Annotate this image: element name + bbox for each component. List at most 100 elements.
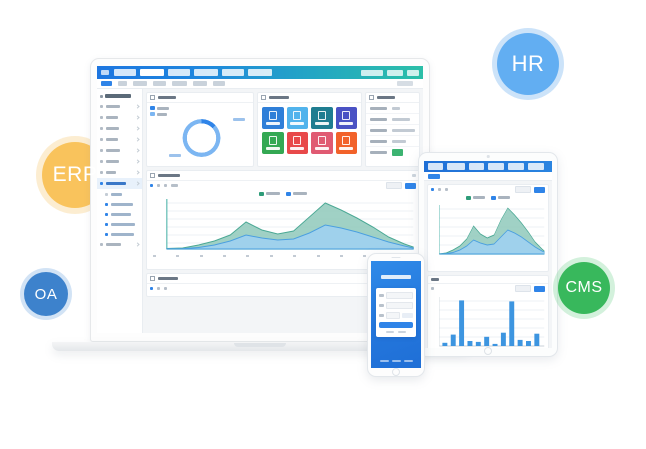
nav-item-4[interactable] bbox=[222, 69, 244, 76]
sidebar-item-5[interactable] bbox=[97, 156, 142, 167]
sidebar bbox=[97, 89, 143, 333]
x-tick bbox=[246, 255, 250, 257]
chart-query-button[interactable] bbox=[405, 182, 416, 189]
captcha-label bbox=[379, 314, 384, 317]
chevron-right-icon bbox=[105, 192, 108, 196]
sidebar-subitem-3[interactable] bbox=[97, 229, 142, 239]
shortcut-tile-3[interactable] bbox=[335, 107, 357, 129]
sidebar-item-3[interactable] bbox=[97, 134, 142, 145]
password-input[interactable] bbox=[386, 302, 413, 309]
login-link-1[interactable] bbox=[398, 331, 406, 333]
nav-item-3[interactable] bbox=[194, 69, 218, 76]
captcha-image[interactable] bbox=[402, 313, 413, 318]
chevron-right-icon bbox=[135, 104, 140, 109]
sidebar-item-1[interactable] bbox=[97, 112, 142, 123]
tablet-nav-item-4[interactable] bbox=[508, 163, 524, 170]
shortcut-tile-5[interactable] bbox=[286, 132, 308, 154]
chart-tool-0[interactable] bbox=[150, 287, 153, 290]
tab-5[interactable] bbox=[193, 81, 207, 86]
tablet-query-button[interactable] bbox=[534, 186, 545, 193]
shortcut-tile-7[interactable] bbox=[335, 132, 357, 154]
sidebar-subitem-0[interactable] bbox=[97, 199, 142, 209]
tab-4[interactable] bbox=[172, 81, 187, 86]
chart-tool-2[interactable] bbox=[164, 287, 167, 290]
username-input[interactable] bbox=[386, 292, 413, 299]
sidebar-subitem-0-icon bbox=[105, 202, 108, 206]
tab-2[interactable] bbox=[133, 81, 147, 86]
shortcut-tile-6[interactable] bbox=[311, 132, 333, 154]
tablet-nav-item-5[interactable] bbox=[527, 163, 544, 170]
nav-item-0[interactable] bbox=[114, 69, 136, 76]
donut-legend-item-0 bbox=[150, 106, 250, 110]
login-link-0[interactable] bbox=[386, 331, 394, 333]
tablet-nav-item-2[interactable] bbox=[468, 163, 484, 170]
tab-1[interactable] bbox=[118, 81, 127, 86]
tab-overflow-button[interactable] bbox=[397, 81, 413, 86]
detail-row-2-value bbox=[392, 128, 415, 132]
phone-speaker-icon bbox=[391, 256, 401, 258]
nav-item-2[interactable] bbox=[168, 69, 190, 76]
tab-3[interactable] bbox=[153, 81, 166, 86]
chart-tool-1[interactable] bbox=[157, 287, 160, 290]
nav-item-1[interactable] bbox=[140, 69, 164, 76]
chart-tool-2[interactable] bbox=[164, 184, 167, 187]
chart-tool-0[interactable] bbox=[431, 188, 434, 191]
sidebar-item-0[interactable] bbox=[97, 101, 142, 112]
shortcut-tile-1[interactable] bbox=[286, 107, 308, 129]
chevron-right-icon bbox=[135, 126, 140, 131]
phone-home-button[interactable] bbox=[392, 367, 400, 376]
area-series-1 bbox=[166, 224, 414, 250]
login-card bbox=[376, 288, 416, 337]
status-badge bbox=[392, 149, 403, 156]
chart-tool-0[interactable] bbox=[431, 287, 434, 290]
chart-range-select[interactable] bbox=[386, 182, 402, 189]
shortcut-tile-4[interactable] bbox=[262, 132, 284, 154]
sidebar-subitem-2-icon bbox=[105, 222, 108, 226]
x-tick bbox=[223, 255, 227, 257]
nav-item-5[interactable] bbox=[248, 69, 272, 76]
tablet-tab-0[interactable] bbox=[428, 173, 440, 179]
area-chart-title bbox=[158, 173, 180, 178]
captcha-input[interactable] bbox=[386, 312, 400, 319]
chart-tool-3[interactable] bbox=[171, 184, 178, 187]
phone-screen bbox=[371, 261, 421, 368]
sidebar-subitem-1[interactable] bbox=[97, 209, 142, 219]
nav-logout-button[interactable] bbox=[407, 69, 419, 76]
sidebar-item-2-label bbox=[106, 127, 119, 130]
sidebar-subgroup-header[interactable] bbox=[97, 189, 142, 199]
shortcut-tile-2[interactable] bbox=[311, 107, 333, 129]
login-submit-button[interactable] bbox=[379, 322, 413, 328]
tab-6[interactable] bbox=[213, 81, 225, 86]
legend-swatch bbox=[150, 112, 155, 116]
tablet-nav-item-3[interactable] bbox=[487, 163, 505, 170]
sidebar-item-4[interactable] bbox=[97, 145, 142, 156]
tab-0[interactable] bbox=[101, 81, 112, 86]
chart-tool-2[interactable] bbox=[445, 188, 448, 191]
tablet-bar-series bbox=[442, 300, 540, 346]
chart-tool-0[interactable] bbox=[150, 184, 153, 187]
sidebar-item-6[interactable] bbox=[97, 167, 142, 178]
chart-tool-1[interactable] bbox=[157, 184, 160, 187]
chart-tool-1[interactable] bbox=[438, 188, 441, 191]
sidebar-item-6-icon bbox=[100, 171, 103, 174]
sidebar-subitem-3-icon bbox=[105, 232, 108, 236]
sidebar-subitem-2-label bbox=[111, 222, 135, 226]
tablet-home-button[interactable] bbox=[484, 347, 492, 355]
sidebar-subgroup-label bbox=[111, 192, 122, 196]
second-chart-title bbox=[158, 276, 178, 281]
sidebar-item-7-selected[interactable] bbox=[97, 178, 142, 189]
sidebar-item-8[interactable] bbox=[97, 239, 142, 250]
nav-message-icon[interactable] bbox=[387, 69, 403, 76]
tablet-bar-range-select[interactable] bbox=[515, 285, 531, 292]
tablet-nav-item-0[interactable] bbox=[428, 163, 444, 170]
tablet-range-select[interactable] bbox=[515, 186, 531, 193]
tablet-bar-query-button[interactable] bbox=[534, 285, 545, 292]
tablet-nav-item-1[interactable] bbox=[447, 163, 465, 170]
sidebar-subitem-2[interactable] bbox=[97, 219, 142, 229]
nav-user-menu[interactable] bbox=[361, 69, 383, 76]
detail-row-3-key bbox=[370, 139, 387, 143]
tablet-area-plot bbox=[428, 201, 548, 261]
shortcut-tile-0[interactable] bbox=[262, 107, 284, 129]
refresh-icon[interactable] bbox=[412, 174, 416, 177]
sidebar-item-2[interactable] bbox=[97, 123, 142, 134]
